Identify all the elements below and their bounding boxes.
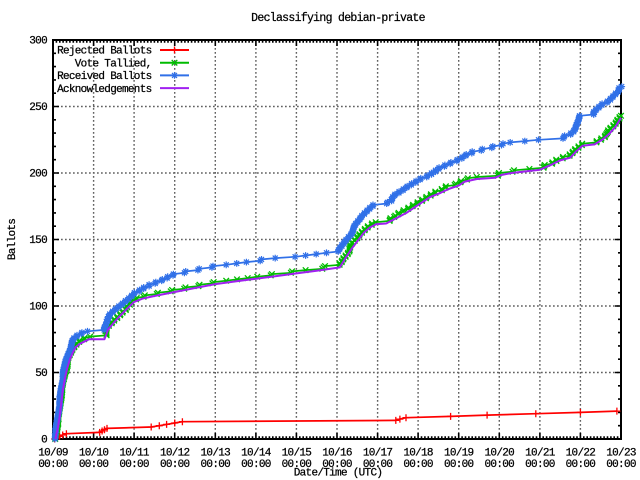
svg-text:00:00: 00:00 [606,459,636,471]
svg-text:00:00: 00:00 [79,459,109,471]
svg-text:00:00: 00:00 [201,459,231,471]
svg-text:10/09: 10/09 [38,448,68,460]
svg-text:300: 300 [29,36,47,48]
svg-text:00:00: 00:00 [282,459,312,471]
svg-text:Vote Tallied,: Vote Tallied, [75,58,152,70]
svg-text:150: 150 [29,235,47,247]
svg-text:10/10: 10/10 [79,448,109,460]
svg-text:10/17: 10/17 [363,448,393,460]
svg-text:Rejected Ballots: Rejected Ballots [57,46,152,58]
svg-text:Acknowledgements: Acknowledgements [57,84,152,96]
svg-text:10/22: 10/22 [566,448,596,460]
svg-text:Ballots: Ballots [7,219,19,260]
svg-text:00:00: 00:00 [485,459,515,471]
svg-text:Declassifying debian-private: Declassifying debian-private [251,12,425,25]
svg-text:0: 0 [41,435,47,447]
svg-text:10/16: 10/16 [322,448,352,460]
svg-text:10/19: 10/19 [444,448,474,460]
svg-text:10/12: 10/12 [160,448,190,460]
svg-text:Received Ballots: Received Ballots [57,71,152,83]
svg-text:Date/Time (UTC): Date/Time (UTC) [294,468,383,480]
svg-text:00:00: 00:00 [566,459,596,471]
svg-text:100: 100 [29,302,47,314]
svg-text:250: 250 [29,102,47,114]
svg-text:10/21: 10/21 [525,448,556,460]
svg-text:200: 200 [29,169,47,181]
svg-text:00:00: 00:00 [525,459,555,471]
svg-text:10/15: 10/15 [282,448,312,460]
svg-text:00:00: 00:00 [119,459,149,471]
svg-text:10/13: 10/13 [201,448,231,460]
svg-text:10/14: 10/14 [241,448,272,460]
svg-text:00:00: 00:00 [241,459,271,471]
svg-text:00:00: 00:00 [322,459,352,471]
svg-text:00:00: 00:00 [444,459,474,471]
svg-text:10/11: 10/11 [119,448,150,460]
svg-text:00:00: 00:00 [160,459,190,471]
svg-text:10/23: 10/23 [606,448,636,460]
svg-text:10/18: 10/18 [403,448,433,460]
svg-text:10/20: 10/20 [485,448,515,460]
svg-text:50: 50 [35,368,47,380]
svg-text:00:00: 00:00 [363,459,393,471]
svg-text:00:00: 00:00 [403,459,433,471]
svg-text:00:00: 00:00 [38,459,68,471]
